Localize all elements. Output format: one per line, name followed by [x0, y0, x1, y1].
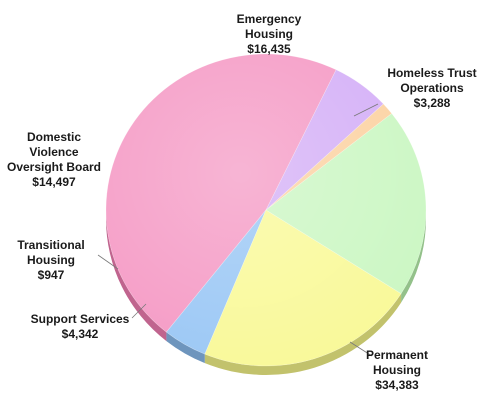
- label-permanent-line-2: Housing: [373, 363, 421, 377]
- leader-line-homeless: [353, 103, 379, 117]
- label-permanent-line-1: Permanent: [365, 348, 429, 362]
- leader-line-support: [131, 303, 147, 319]
- label-emergency-value: $16,435: [247, 42, 291, 56]
- pie-side-domestic: [401, 210, 427, 303]
- label-homeless: Homeless Trust Operations $3,288: [378, 66, 485, 111]
- label-homeless-line-1: Homeless Trust: [387, 66, 477, 80]
- label-domestic-line-3: Oversight Board: [6, 160, 102, 174]
- label-support-value: $4,342: [61, 327, 99, 341]
- pie-highlight: [106, 54, 426, 366]
- leader-line-permanent: [349, 341, 373, 357]
- label-permanent: Permanent Housing $34,383: [352, 348, 442, 393]
- label-support: Support Services $4,342: [20, 312, 140, 342]
- label-homeless-value: $3,288: [413, 96, 451, 110]
- label-transitional: Transitional Housing $947: [6, 238, 96, 283]
- label-emergency: Emergency Housing $16,435: [214, 12, 324, 57]
- label-transitional-value: $947: [37, 268, 65, 282]
- label-domestic: Domestic Violence Oversight Board $14,49…: [0, 130, 108, 190]
- label-permanent-value: $34,383: [375, 378, 419, 392]
- label-emergency-line-1: Emergency: [236, 12, 302, 26]
- pie-side-permanent: [106, 210, 167, 342]
- label-support-line-1: Support Services: [30, 312, 130, 326]
- label-homeless-line-2: Operations: [400, 81, 464, 95]
- leader-line-transitional: [97, 254, 119, 270]
- label-transitional-line-2: Housing: [27, 253, 75, 267]
- pie-side-homeless: [166, 332, 205, 364]
- label-domestic-line-2: Violence: [29, 145, 79, 159]
- label-transitional-line-1: Transitional: [17, 238, 85, 252]
- label-domestic-value: $14,497: [32, 175, 76, 189]
- pie-side-emergency: [204, 293, 402, 375]
- label-emergency-line-2: Housing: [245, 27, 293, 41]
- label-domestic-line-1: Domestic: [26, 130, 82, 144]
